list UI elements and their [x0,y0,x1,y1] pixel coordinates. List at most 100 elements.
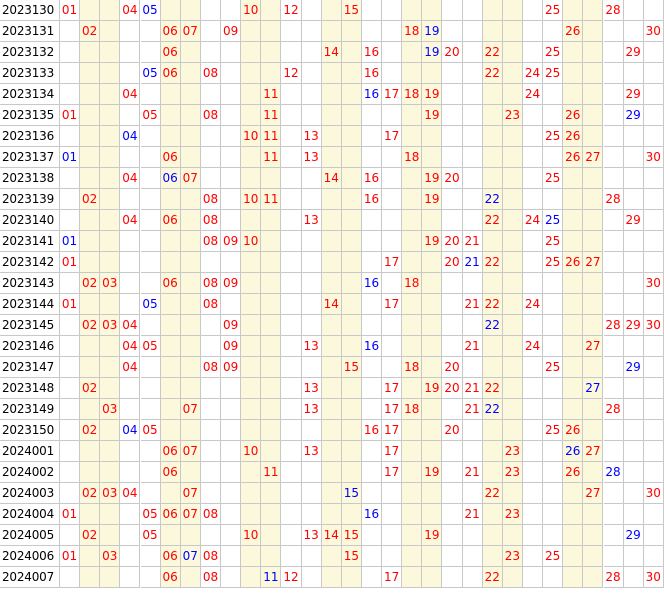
drawn-number: 11 [263,150,279,164]
number-cell: 19 [422,189,443,210]
table-row: 2023149 03 07 13 17 18 21 22 28 [0,399,664,420]
number-cell: 15 [341,483,362,504]
number-cell [402,441,423,462]
drawn-number: 06 [162,465,178,479]
number-cell [221,168,242,189]
number-cell: 01 [60,147,81,168]
number-cell [522,0,544,21]
number-cell [422,315,443,336]
number-cell [522,21,544,42]
number-cell [583,504,604,525]
number-cell: 10 [241,231,262,252]
drawn-number: 08 [202,192,219,206]
number-cell [643,399,664,420]
number-cell [603,525,624,546]
drawn-number: 19 [424,108,440,122]
number-cell [563,84,584,105]
number-cell [80,231,101,252]
number-cell [603,42,624,63]
drawn-number: 27 [585,255,601,269]
number-cell [301,504,322,525]
number-cell [583,126,604,147]
drawn-number: 05 [142,66,158,80]
drawn-number: 15 [343,360,359,374]
number-cell [200,483,221,504]
number-cell [603,63,624,84]
drawn-number: 10 [243,528,259,542]
number-cell [502,189,523,210]
number-cell [382,147,403,168]
number-cell [361,462,383,483]
number-cell: 25 [543,63,564,84]
number-cell [643,84,664,105]
number-cell [341,462,362,483]
number-cell [180,42,201,63]
drawn-number: 06 [162,570,178,584]
number-cell [422,210,443,231]
number-cell [462,63,483,84]
drawn-number: 17 [383,129,400,143]
number-cell: 28 [603,567,624,588]
number-cell [221,189,242,210]
number-cell [382,42,403,63]
drawn-number: 13 [303,339,319,353]
number-cell [603,546,624,567]
number-cell: 07 [180,441,201,462]
drawn-number: 13 [303,213,319,227]
number-cell: 25 [543,126,564,147]
drawn-number: 16 [363,339,380,353]
number-cell [462,273,483,294]
number-cell [160,126,181,147]
number-cell [361,483,383,504]
drawn-number: 04 [122,129,138,143]
number-cell [623,420,644,441]
number-cell: 25 [543,546,564,567]
number-cell [402,63,423,84]
number-cell [583,462,604,483]
number-cell: 04 [120,84,141,105]
number-cell [281,420,302,441]
number-cell [221,252,242,273]
table-row: 2024005 02 05 10 13 14 15 19 29 [0,525,664,546]
table-row: 2024004 01 05 06 07 08 16 21 23 [0,504,664,525]
number-cell [402,42,423,63]
number-cell [341,21,362,42]
number-cell [200,525,221,546]
number-cell [321,273,342,294]
issue-number: 2023131 [0,21,60,42]
number-cell: 01 [60,546,81,567]
number-cell [241,84,262,105]
number-cell [382,21,403,42]
number-cell [140,357,161,378]
drawn-number: 07 [182,507,198,521]
number-cell [583,210,604,231]
number-cell [60,420,81,441]
number-cell: 16 [361,63,383,84]
number-cell [301,42,322,63]
number-cell: 29 [623,315,644,336]
number-cell [442,525,463,546]
number-cell: 27 [583,483,604,504]
number-cell: 30 [643,315,664,336]
number-cell: 08 [200,294,221,315]
drawn-number: 27 [585,444,601,458]
drawn-number: 30 [645,486,661,500]
number-cell: 08 [200,189,221,210]
drawn-number: 05 [142,339,158,353]
number-cell [361,231,383,252]
number-cell [382,357,403,378]
drawn-number: 22 [484,381,500,395]
number-cell [522,231,544,252]
number-cell [140,441,161,462]
number-cell [643,231,664,252]
number-cell [603,483,624,504]
issue-number: 2023144 [0,294,60,315]
number-cell [563,378,584,399]
number-cell: 27 [583,336,604,357]
drawn-number: 05 [142,297,158,311]
number-cell [281,357,302,378]
number-cell [583,105,604,126]
number-cell [341,399,362,420]
number-cell: 10 [241,0,262,21]
number-cell: 28 [603,399,624,420]
